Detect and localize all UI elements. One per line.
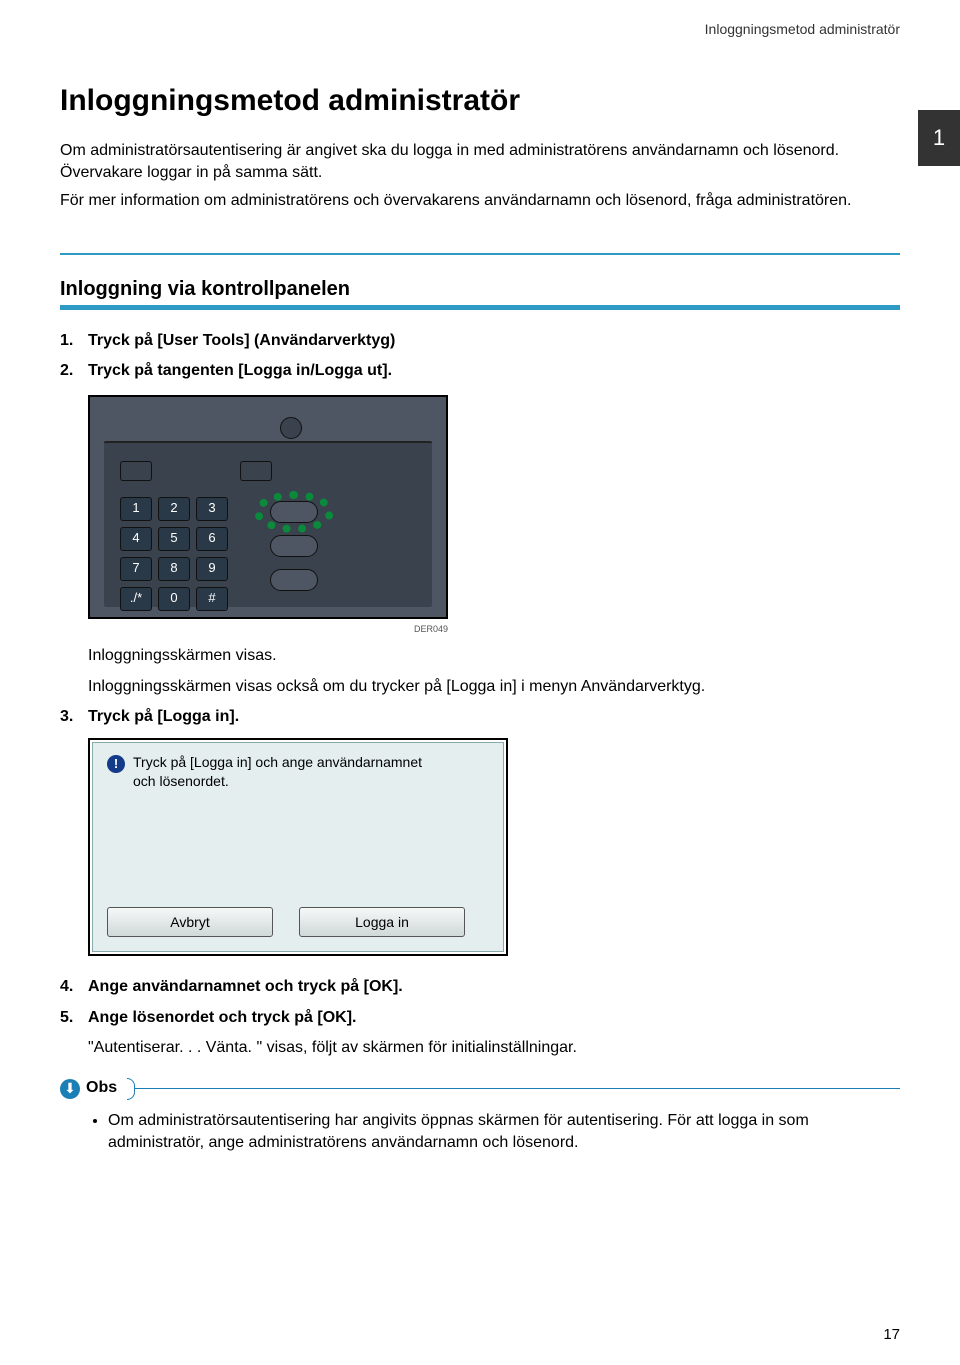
key-7: 7	[120, 557, 152, 581]
key-6: 6	[196, 527, 228, 551]
highlight-ring	[254, 491, 334, 533]
page-number: 17	[883, 1324, 900, 1345]
panel-small-button-2	[240, 461, 272, 481]
control-panel-figure: 1 2 3 4 5 6 7 8 9 ./* 0 #	[88, 395, 448, 619]
intro-p2: För mer information om administratörens …	[60, 190, 900, 212]
info-icon: !	[107, 755, 125, 773]
key-8: 8	[158, 557, 190, 581]
key-3: 3	[196, 497, 228, 521]
login-msg-line1: Tryck på [Logga in] och ange användarnam…	[133, 753, 422, 771]
key-2: 2	[158, 497, 190, 521]
intro-p1: Om administratörsautentisering är angive…	[60, 140, 900, 185]
key-1: 1	[120, 497, 152, 521]
step-3: Tryck på [Logga in].	[60, 706, 900, 728]
steps-list: Tryck på [User Tools] (Användarverktyg) …	[60, 330, 900, 383]
note-list: Om administratörsautentisering har angiv…	[108, 1110, 900, 1155]
running-header: Inloggningsmetod administratör	[60, 20, 900, 40]
section-rule-bottom	[60, 305, 900, 310]
note-down-icon: ⬇	[60, 1079, 80, 1099]
note-label: Obs	[86, 1077, 117, 1099]
login-message-row: ! Tryck på [Logga in] och ange användarn…	[107, 753, 489, 789]
figure-id: DER049	[88, 623, 448, 636]
note-bullet: Om administratörsautentisering har angiv…	[108, 1110, 900, 1155]
section-title: Inloggning via kontrollpanelen	[60, 275, 900, 303]
intro-block: Om administratörsautentisering är angive…	[60, 140, 900, 213]
key-star: ./*	[120, 587, 152, 611]
key-hash: #	[196, 587, 228, 611]
key-0: 0	[158, 587, 190, 611]
section-rule-top	[60, 253, 900, 255]
step5-subtext: "Autentiserar. . . Vänta. " visas, följt…	[88, 1037, 900, 1059]
panel-small-button-1	[120, 461, 152, 481]
login-msg-line2: och lösenordet.	[133, 772, 422, 790]
steps-list-cont2: Ange användarnamnet och tryck på [OK]. A…	[60, 976, 900, 1029]
step-5: Ange lösenordet och tryck på [OK].	[60, 1007, 900, 1029]
side-button-2	[270, 535, 318, 557]
side-button-3	[270, 569, 318, 591]
step-1: Tryck på [User Tools] (Användarverktyg)	[60, 330, 900, 352]
key-5: 5	[158, 527, 190, 551]
key-4: 4	[120, 527, 152, 551]
note-bar: ⬇ Obs	[60, 1077, 900, 1099]
step2-subtext-2: Inloggningsskärmen visas också om du try…	[88, 676, 900, 698]
page-title: Inloggningsmetod administratör	[60, 80, 900, 122]
step-4: Ange användarnamnet och tryck på [OK].	[60, 976, 900, 998]
login-button[interactable]: Logga in	[299, 907, 465, 937]
cancel-button[interactable]: Avbryt	[107, 907, 273, 937]
step2-subtext-1: Inloggningsskärmen visas.	[88, 645, 900, 667]
key-9: 9	[196, 557, 228, 581]
step-2: Tryck på tangenten [Logga in/Logga ut].	[60, 360, 900, 382]
login-message: Tryck på [Logga in] och ange användarnam…	[133, 753, 422, 789]
chapter-tab: 1	[918, 110, 960, 166]
login-dialog-figure: ! Tryck på [Logga in] och ange användarn…	[88, 738, 508, 956]
keypad: 1 2 3 4 5 6 7 8 9 ./* 0 #	[120, 497, 228, 611]
panel-round-button	[280, 417, 302, 439]
steps-list-cont: Tryck på [Logga in].	[60, 706, 900, 728]
